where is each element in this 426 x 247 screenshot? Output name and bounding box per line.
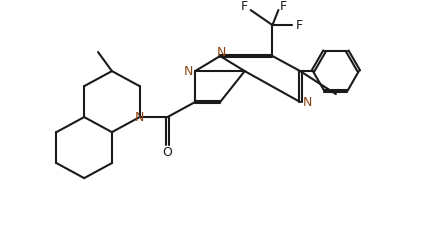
- Text: F: F: [279, 0, 287, 13]
- Text: N: N: [184, 65, 193, 78]
- Text: F: F: [241, 0, 248, 13]
- Text: F: F: [296, 19, 303, 32]
- Text: N: N: [135, 111, 144, 124]
- Text: O: O: [162, 146, 173, 159]
- Text: N: N: [302, 96, 312, 108]
- Text: N: N: [217, 45, 226, 59]
